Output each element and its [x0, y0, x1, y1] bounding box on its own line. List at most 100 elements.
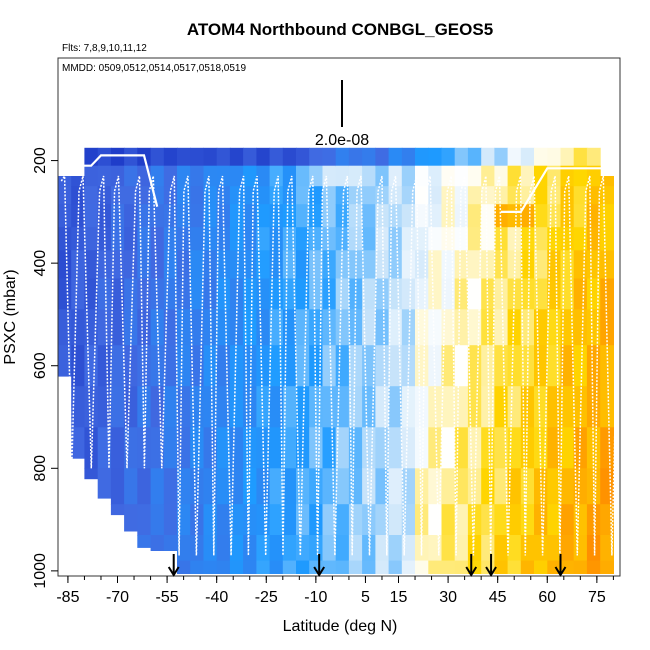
heatmap-cell [375, 278, 390, 310]
heatmap-cell [573, 535, 588, 562]
heatmap-cell [150, 204, 165, 228]
heatmap-cell [494, 535, 509, 562]
heatmap-cell [190, 227, 204, 251]
heatmap-cell [296, 535, 310, 562]
heatmap-cell [163, 165, 178, 187]
heatmap-cell [507, 165, 522, 187]
heatmap-cell [534, 227, 548, 251]
heatmap-cell [124, 204, 138, 228]
heatmap-cell [388, 386, 403, 428]
y-axis: 200 400 600 800 1000 [32, 147, 58, 589]
heatmap-cell [58, 309, 72, 346]
heatmap-cell [216, 186, 231, 205]
heatmap-cell [586, 427, 601, 469]
heatmap-cell [401, 250, 416, 280]
heatmap-cell [375, 560, 390, 574]
flight-track [67, 154, 159, 207]
heatmap-cell [322, 147, 337, 167]
plot-frame [57, 57, 621, 577]
heatmap-cell [309, 227, 323, 251]
heatmap-cell [586, 468, 601, 505]
heatmap-cell [573, 560, 588, 574]
heatmap-cell [520, 186, 535, 205]
heatmap-cell [256, 227, 271, 251]
heatmap-cell [256, 147, 271, 167]
heatmap-cell [110, 250, 125, 280]
heatmap-cell [137, 535, 152, 548]
heatmap-cell [481, 186, 495, 205]
heatmap-cell [282, 427, 297, 469]
heatmap-cell [401, 560, 416, 574]
heatmap-cell [441, 165, 456, 187]
heatmap-cell [110, 147, 125, 167]
heatmap-cell [388, 535, 403, 562]
heatmap-cell [269, 535, 284, 562]
heatmap-cell [348, 504, 363, 536]
heatmap-cell [586, 165, 601, 187]
heatmap-cell [163, 427, 178, 469]
flight-track [501, 167, 607, 213]
heatmap-cell [375, 147, 390, 167]
heatmap-cell [216, 278, 231, 310]
heatmap-cell [388, 204, 403, 228]
heatmap-cell [362, 504, 376, 536]
heatmap-cell [163, 504, 178, 536]
heatmap-cell [150, 250, 165, 280]
flight-track-lines [60, 154, 622, 556]
heatmap-cell [441, 386, 456, 428]
heatmap-cell [84, 227, 99, 251]
flight-arrows [167, 554, 567, 577]
heatmap-cell [481, 227, 495, 251]
heatmap-cell [375, 468, 390, 505]
heatmap-cell [296, 227, 310, 251]
heatmap-cell [401, 309, 416, 346]
heatmap-cell [560, 147, 575, 167]
heatmap-cell [586, 309, 601, 346]
heatmap-cell [58, 250, 72, 280]
heatmap-cell [124, 147, 138, 167]
heatmap-cell [573, 345, 588, 387]
heatmap-cell [375, 227, 390, 251]
heatmap-cell [494, 504, 509, 536]
heatmap-cell [441, 345, 456, 387]
heatmap-cell [177, 309, 191, 346]
flight-track [60, 173, 622, 556]
heatmap-cell [71, 186, 85, 205]
heatmap-cell [269, 147, 284, 167]
heatmap-cell [216, 204, 231, 228]
heatmap-cell [401, 468, 416, 505]
heatmap-cell [110, 427, 125, 469]
heatmap-cell [507, 204, 522, 228]
heatmap-cell [190, 250, 204, 280]
heatmap-cell [520, 504, 535, 536]
heatmap-cell [401, 147, 416, 167]
heatmap-cell [507, 278, 522, 310]
heatmap-cell [428, 250, 443, 280]
heatmap-cell [573, 147, 588, 167]
heatmap-cell [97, 204, 112, 228]
heatmap-cell [467, 204, 482, 228]
heatmap-cell [177, 560, 191, 574]
heatmap-cell [243, 147, 257, 167]
heatmap-cell [282, 468, 297, 505]
heatmap-cell [573, 186, 588, 205]
heatmap-cell [243, 204, 257, 228]
heatmap-cell [110, 504, 125, 516]
heatmap-cell [441, 147, 456, 167]
heatmap-cell [296, 504, 310, 536]
heatmap-cell [415, 147, 429, 167]
heatmap-cell [97, 309, 112, 346]
heatmap-cell [150, 427, 165, 469]
heatmap-cell [269, 386, 284, 428]
heatmap-cell [150, 165, 165, 187]
heatmap-cells [58, 147, 614, 574]
heatmap-cell [467, 147, 482, 167]
heatmap-cell [507, 309, 522, 346]
flight-arrow-head [485, 566, 497, 577]
heatmap-cell [203, 535, 218, 562]
heatmap-cell [110, 386, 125, 428]
y-axis-label: PSXC (mbar) [2, 269, 19, 364]
heatmap-cell [296, 204, 310, 228]
heatmap-cell [454, 504, 469, 536]
heatmap-cell [507, 504, 522, 536]
